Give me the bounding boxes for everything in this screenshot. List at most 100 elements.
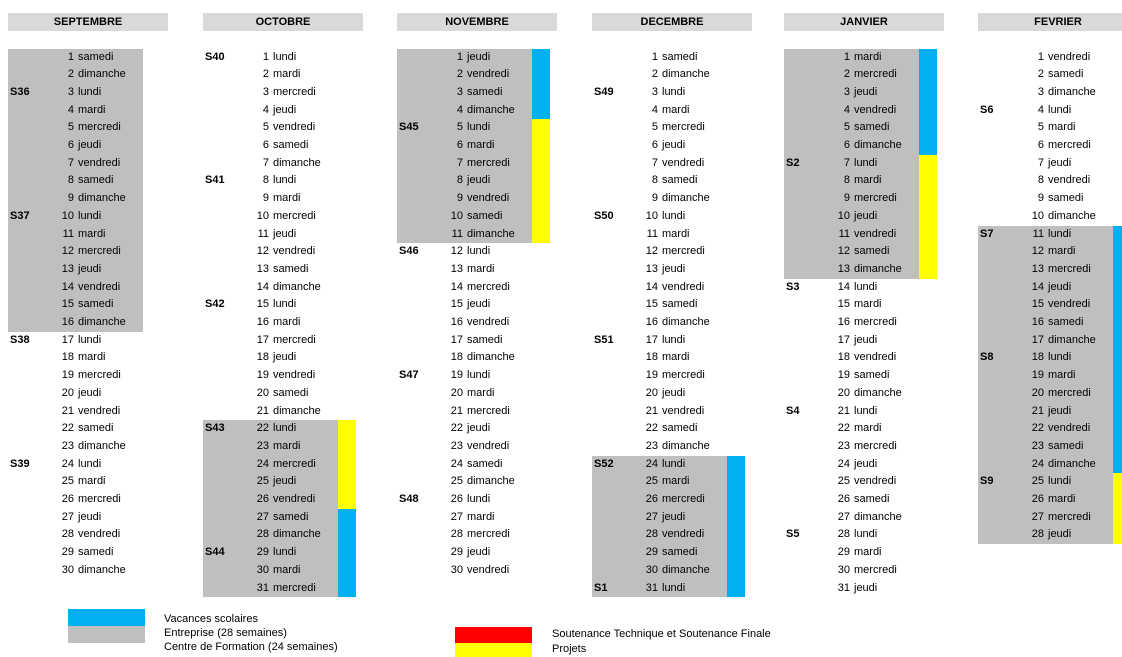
day-name: vendredi [662, 528, 705, 541]
day-number: 9 [67, 192, 74, 205]
day-name: vendredi [854, 351, 897, 364]
day-number: 20 [645, 386, 658, 399]
day-number: 3 [843, 85, 850, 98]
day-row: 13 jeudi [8, 261, 178, 279]
day-name: jeudi [273, 227, 297, 240]
day-name: mardi [273, 68, 301, 81]
day-row: 3 dimanche [978, 84, 1122, 102]
day-name: samedi [273, 139, 309, 151]
day-number: 17 [450, 333, 463, 346]
day-number: 25 [256, 475, 269, 488]
day-number: 20 [61, 386, 74, 399]
day-number: 19 [450, 369, 463, 382]
day-number: 20 [450, 386, 463, 399]
day-name: lundi [467, 121, 491, 134]
entreprise-period [978, 225, 1113, 545]
day-name: jeudi [1048, 280, 1072, 293]
day-number: 22 [837, 422, 850, 435]
day-number: 22 [61, 422, 74, 435]
day-row: 15 jeudi [397, 296, 567, 314]
month-header: FEVRIER [978, 13, 1122, 31]
day-number: 25 [645, 475, 658, 488]
day-name: lundi [78, 333, 102, 346]
day-number: 26 [450, 493, 463, 505]
day-name: samedi [1048, 316, 1084, 328]
day-name: dimanche [78, 192, 126, 205]
day-row: 10 samedi [397, 208, 567, 226]
day-name: mardi [467, 386, 495, 399]
day-number: 2 [651, 68, 658, 81]
day-name: mardi [78, 475, 106, 488]
day-row: 15 samedi [8, 296, 178, 314]
day-number: 6 [456, 139, 463, 151]
day-name: mardi [1048, 245, 1076, 258]
day-number: 11 [451, 227, 463, 240]
day-row: 3 jeudi [784, 84, 954, 102]
day-number: 20 [837, 386, 850, 399]
day-number: 2 [262, 68, 269, 81]
day-name: mercredi [78, 121, 121, 134]
day-row: 5 mercredi [8, 119, 178, 137]
day-row: 25 dimanche [397, 473, 567, 491]
week-number: S44 [205, 546, 225, 559]
day-number: 10 [256, 209, 269, 222]
day-name: jeudi [854, 457, 878, 470]
day-name: dimanche [78, 439, 126, 452]
day-name: mercredi [662, 369, 705, 382]
day-number: 31 [645, 581, 658, 594]
day-number: 6 [651, 139, 658, 151]
day-number: 17 [61, 333, 74, 346]
day-number: 11 [62, 227, 74, 240]
day-number: 15 [1031, 298, 1044, 311]
day-name: mercredi [467, 280, 510, 293]
day-row: 14 dimanche [203, 279, 373, 297]
day-row: S4 21 lundi [784, 403, 954, 421]
day-row: 29 samedi [8, 544, 178, 562]
day-number: 26 [1031, 493, 1044, 505]
day-row: 20 jeudi [592, 385, 762, 403]
day-row: 28 dimanche [203, 526, 373, 544]
day-name: lundi [273, 298, 297, 311]
day-name: dimanche [78, 68, 126, 81]
day-number: 5 [651, 121, 658, 134]
day-number: 2 [67, 68, 74, 81]
day-name: dimanche [273, 280, 321, 293]
day-number: 31 [837, 581, 850, 594]
day-row: 25 mardi [592, 473, 762, 491]
day-name: dimanche [467, 475, 515, 488]
day-number: 9 [651, 192, 658, 205]
day-number: 22 [450, 422, 463, 435]
day-row: 26 samedi [784, 491, 954, 509]
day-number: 15 [256, 298, 269, 311]
day-row: 13 mardi [397, 261, 567, 279]
legend-label-formation: Centre de Formation (24 semaines) [164, 641, 338, 653]
day-name: dimanche [273, 528, 321, 541]
day-name: dimanche [78, 563, 126, 576]
day-number: 20 [256, 386, 269, 399]
day-row: S52 24 lundi [592, 456, 762, 474]
day-row: 8 vendredi [978, 172, 1122, 190]
day-row: S37 10 lundi [8, 208, 178, 226]
day-number: 28 [450, 528, 463, 541]
day-row: S3 14 lundi [784, 279, 954, 297]
day-row: 12 samedi [784, 243, 954, 261]
day-name: vendredi [78, 528, 121, 541]
day-number: 13 [645, 262, 658, 275]
day-row: S42 15 lundi [203, 296, 373, 314]
day-number: 14 [1031, 280, 1044, 293]
week-number: S4 [786, 404, 800, 417]
day-name: samedi [273, 510, 309, 523]
day-name: mercredi [273, 85, 316, 98]
day-name: vendredi [1048, 50, 1091, 63]
day-row: 12 mardi [978, 243, 1122, 261]
day-row: S49 3 lundi [592, 84, 762, 102]
day-number: 27 [837, 510, 850, 523]
day-number: 31 [256, 581, 269, 594]
day-number: 19 [61, 369, 74, 382]
day-number: 4 [651, 103, 658, 116]
day-number: 12 [256, 245, 269, 258]
day-row: 4 dimanche [397, 102, 567, 120]
day-number: 23 [256, 439, 269, 452]
week-number: S37 [10, 209, 30, 222]
day-row: 17 mercredi [203, 332, 373, 350]
